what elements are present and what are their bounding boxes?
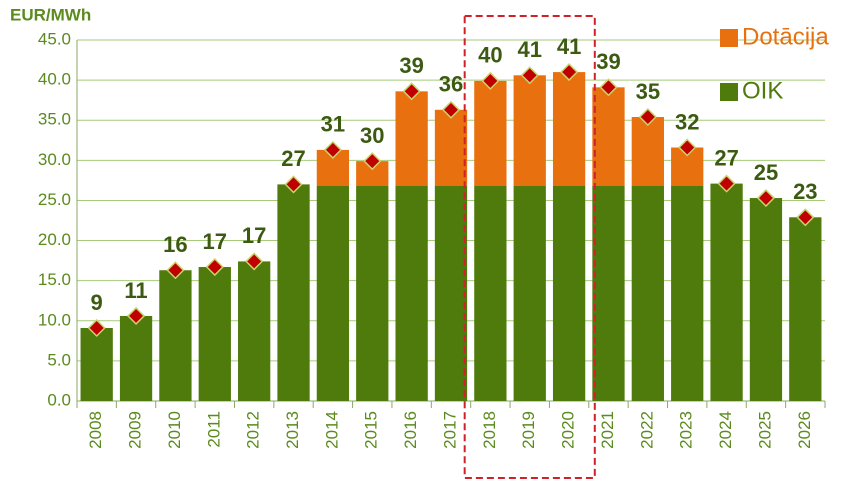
bar-segment [434,109,468,187]
x-tick-label: 2018 [480,411,499,449]
total-marker [756,188,776,208]
total-marker [402,82,421,101]
bar-segment [513,75,546,187]
data-label: 11 [124,278,147,303]
x-tick-label: 2014 [322,411,341,449]
data-label: 27 [714,145,738,170]
total-marker [796,208,815,227]
data-label: 41 [517,37,541,62]
x-tick-label: 2012 [244,411,263,449]
x-tick-label: 2025 [755,411,774,449]
bar-segment [198,267,231,401]
data-label: 39 [399,53,423,78]
total-marker [166,261,185,280]
x-tick-label: 2013 [283,411,302,449]
bar-segment [238,261,271,401]
data-label: 17 [203,229,227,254]
total-marker [638,107,657,127]
x-tick-label: 2016 [401,411,420,449]
x-tick-label: 2026 [795,411,814,449]
bar-segment [631,186,664,401]
bar-segment [119,315,153,401]
y-tick-label: 40.0 [38,70,71,89]
data-label: 16 [163,232,187,257]
legend-swatch [720,83,738,101]
y-tick-label: 10.0 [38,310,71,329]
y-tick-label: 15.0 [38,270,71,289]
total-marker [284,175,303,194]
bar-segment [552,186,586,401]
x-tick-label: 2024 [716,411,735,449]
total-marker [363,152,382,171]
bar-segment [749,198,783,401]
bar-segment [513,186,546,401]
legend-label: OIK [742,77,783,104]
y-tick-label: 25.0 [38,190,71,209]
y-tick-label: 5.0 [47,350,71,369]
bar-segment [710,183,743,401]
data-label: 32 [675,109,699,134]
data-label: 40 [478,43,502,68]
bar-segment [316,186,350,401]
legend-swatch [720,29,738,47]
bar-segment [552,72,586,187]
bar-segment [474,80,507,187]
bar-segment [80,327,113,401]
bar-segment [395,186,428,401]
data-label: 30 [360,123,384,148]
total-marker [717,174,736,193]
bar-segment [395,91,428,187]
total-marker [481,71,500,90]
data-label: 17 [242,223,266,248]
bar-segment [159,270,192,401]
y-tick-label: 20.0 [38,230,71,249]
y-axis-label: EUR/MWh [10,5,91,24]
bar-segment [592,87,625,187]
bar-segment [789,217,822,401]
x-tick-label: 2017 [440,411,459,449]
total-marker [205,257,224,277]
total-marker [323,140,342,159]
total-marker [599,78,618,97]
total-marker [441,100,461,119]
bar-segment [592,186,625,401]
x-tick-label: 2011 [204,411,223,448]
y-tick-label: 0.0 [47,390,71,409]
data-label: 35 [636,79,660,104]
bar-segment [631,117,664,187]
total-marker [126,306,146,326]
y-tick-label: 45.0 [38,29,71,48]
bar-segment [277,184,310,401]
y-tick-label: 35.0 [38,110,71,129]
x-tick-label: 2010 [165,411,184,449]
x-tick-label: 2015 [362,411,381,449]
y-tick-label: 30.0 [38,150,71,169]
data-label: 27 [281,146,305,171]
data-label: 23 [793,179,817,204]
bar-segment [474,186,507,401]
total-marker [520,66,539,85]
total-marker [245,252,264,271]
bar-segment [356,186,389,401]
bar-segment [434,186,468,401]
x-tick-label: 2009 [126,411,145,449]
data-label: 9 [91,290,103,315]
bar-segment [671,186,704,401]
total-marker [87,318,106,338]
data-label: 25 [754,160,778,185]
total-marker [678,138,697,157]
legend-label: Dotācija [742,23,829,50]
x-tick-label: 2022 [637,411,656,449]
x-tick-label: 2019 [519,411,538,449]
data-label: 39 [596,49,620,74]
data-label: 31 [321,112,345,137]
x-tick-label: 2021 [598,411,617,449]
data-label: 36 [439,72,463,97]
x-tick-label: 2008 [86,411,105,449]
total-marker [560,63,579,82]
x-tick-label: 2023 [677,411,696,449]
x-tick-label: 2020 [559,411,578,449]
data-label: 41 [557,34,581,59]
